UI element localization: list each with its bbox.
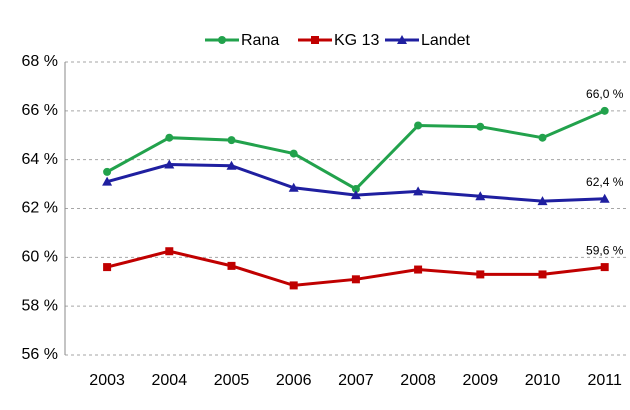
data-point <box>538 270 547 279</box>
y-tick-label: 62 % <box>22 200 58 217</box>
data-point <box>476 122 485 131</box>
data-point <box>351 275 360 284</box>
data-point <box>413 186 424 196</box>
legend-marker <box>311 36 319 44</box>
data-point <box>414 121 423 130</box>
data-point <box>103 167 112 176</box>
data-point <box>103 263 112 272</box>
y-tick-label: 60 % <box>22 249 58 266</box>
x-tick-label: 2009 <box>463 372 499 389</box>
data-point <box>227 261 236 270</box>
x-tick-label: 2004 <box>152 372 188 389</box>
x-tick-label: 2007 <box>338 372 374 389</box>
data-point <box>289 281 298 290</box>
data-label: 59,6 % <box>586 243 624 257</box>
series-line <box>106 109 606 191</box>
data-point <box>414 265 423 274</box>
legend-marker <box>218 36 226 44</box>
y-tick-label: 68 % <box>22 53 58 70</box>
x-tick-label: 2010 <box>525 372 561 389</box>
legend-marker <box>397 35 407 44</box>
data-point <box>537 196 548 206</box>
y-tick-label: 56 % <box>22 346 58 363</box>
legend-label: Landet <box>421 32 470 49</box>
data-label: 66,0 % <box>586 87 624 101</box>
data-point <box>599 193 610 203</box>
y-tick-label: 64 % <box>22 151 58 168</box>
data-point <box>165 133 174 142</box>
legend-label: KG 13 <box>334 32 379 49</box>
data-point <box>600 106 609 115</box>
x-tick-label: 2008 <box>400 372 436 389</box>
data-point <box>351 184 360 193</box>
y-tick-label: 58 % <box>22 297 58 314</box>
data-point <box>600 263 609 272</box>
data-point <box>102 176 113 186</box>
y-tick-label: 66 % <box>22 102 58 119</box>
data-point <box>289 149 298 158</box>
data-label: 62,4 % <box>586 175 624 189</box>
data-point <box>538 133 547 142</box>
x-tick-label: 2003 <box>89 372 125 389</box>
data-point <box>475 191 486 201</box>
data-point <box>164 159 175 169</box>
legend-label: Rana <box>241 32 279 49</box>
data-point <box>476 270 485 279</box>
x-tick-label: 2011 <box>587 372 622 389</box>
data-point <box>165 247 174 256</box>
data-point <box>288 182 299 192</box>
data-point <box>226 160 237 170</box>
data-point <box>227 136 236 145</box>
x-tick-label: 2006 <box>276 372 312 389</box>
x-tick-label: 2005 <box>214 372 250 389</box>
data-point <box>350 190 361 200</box>
